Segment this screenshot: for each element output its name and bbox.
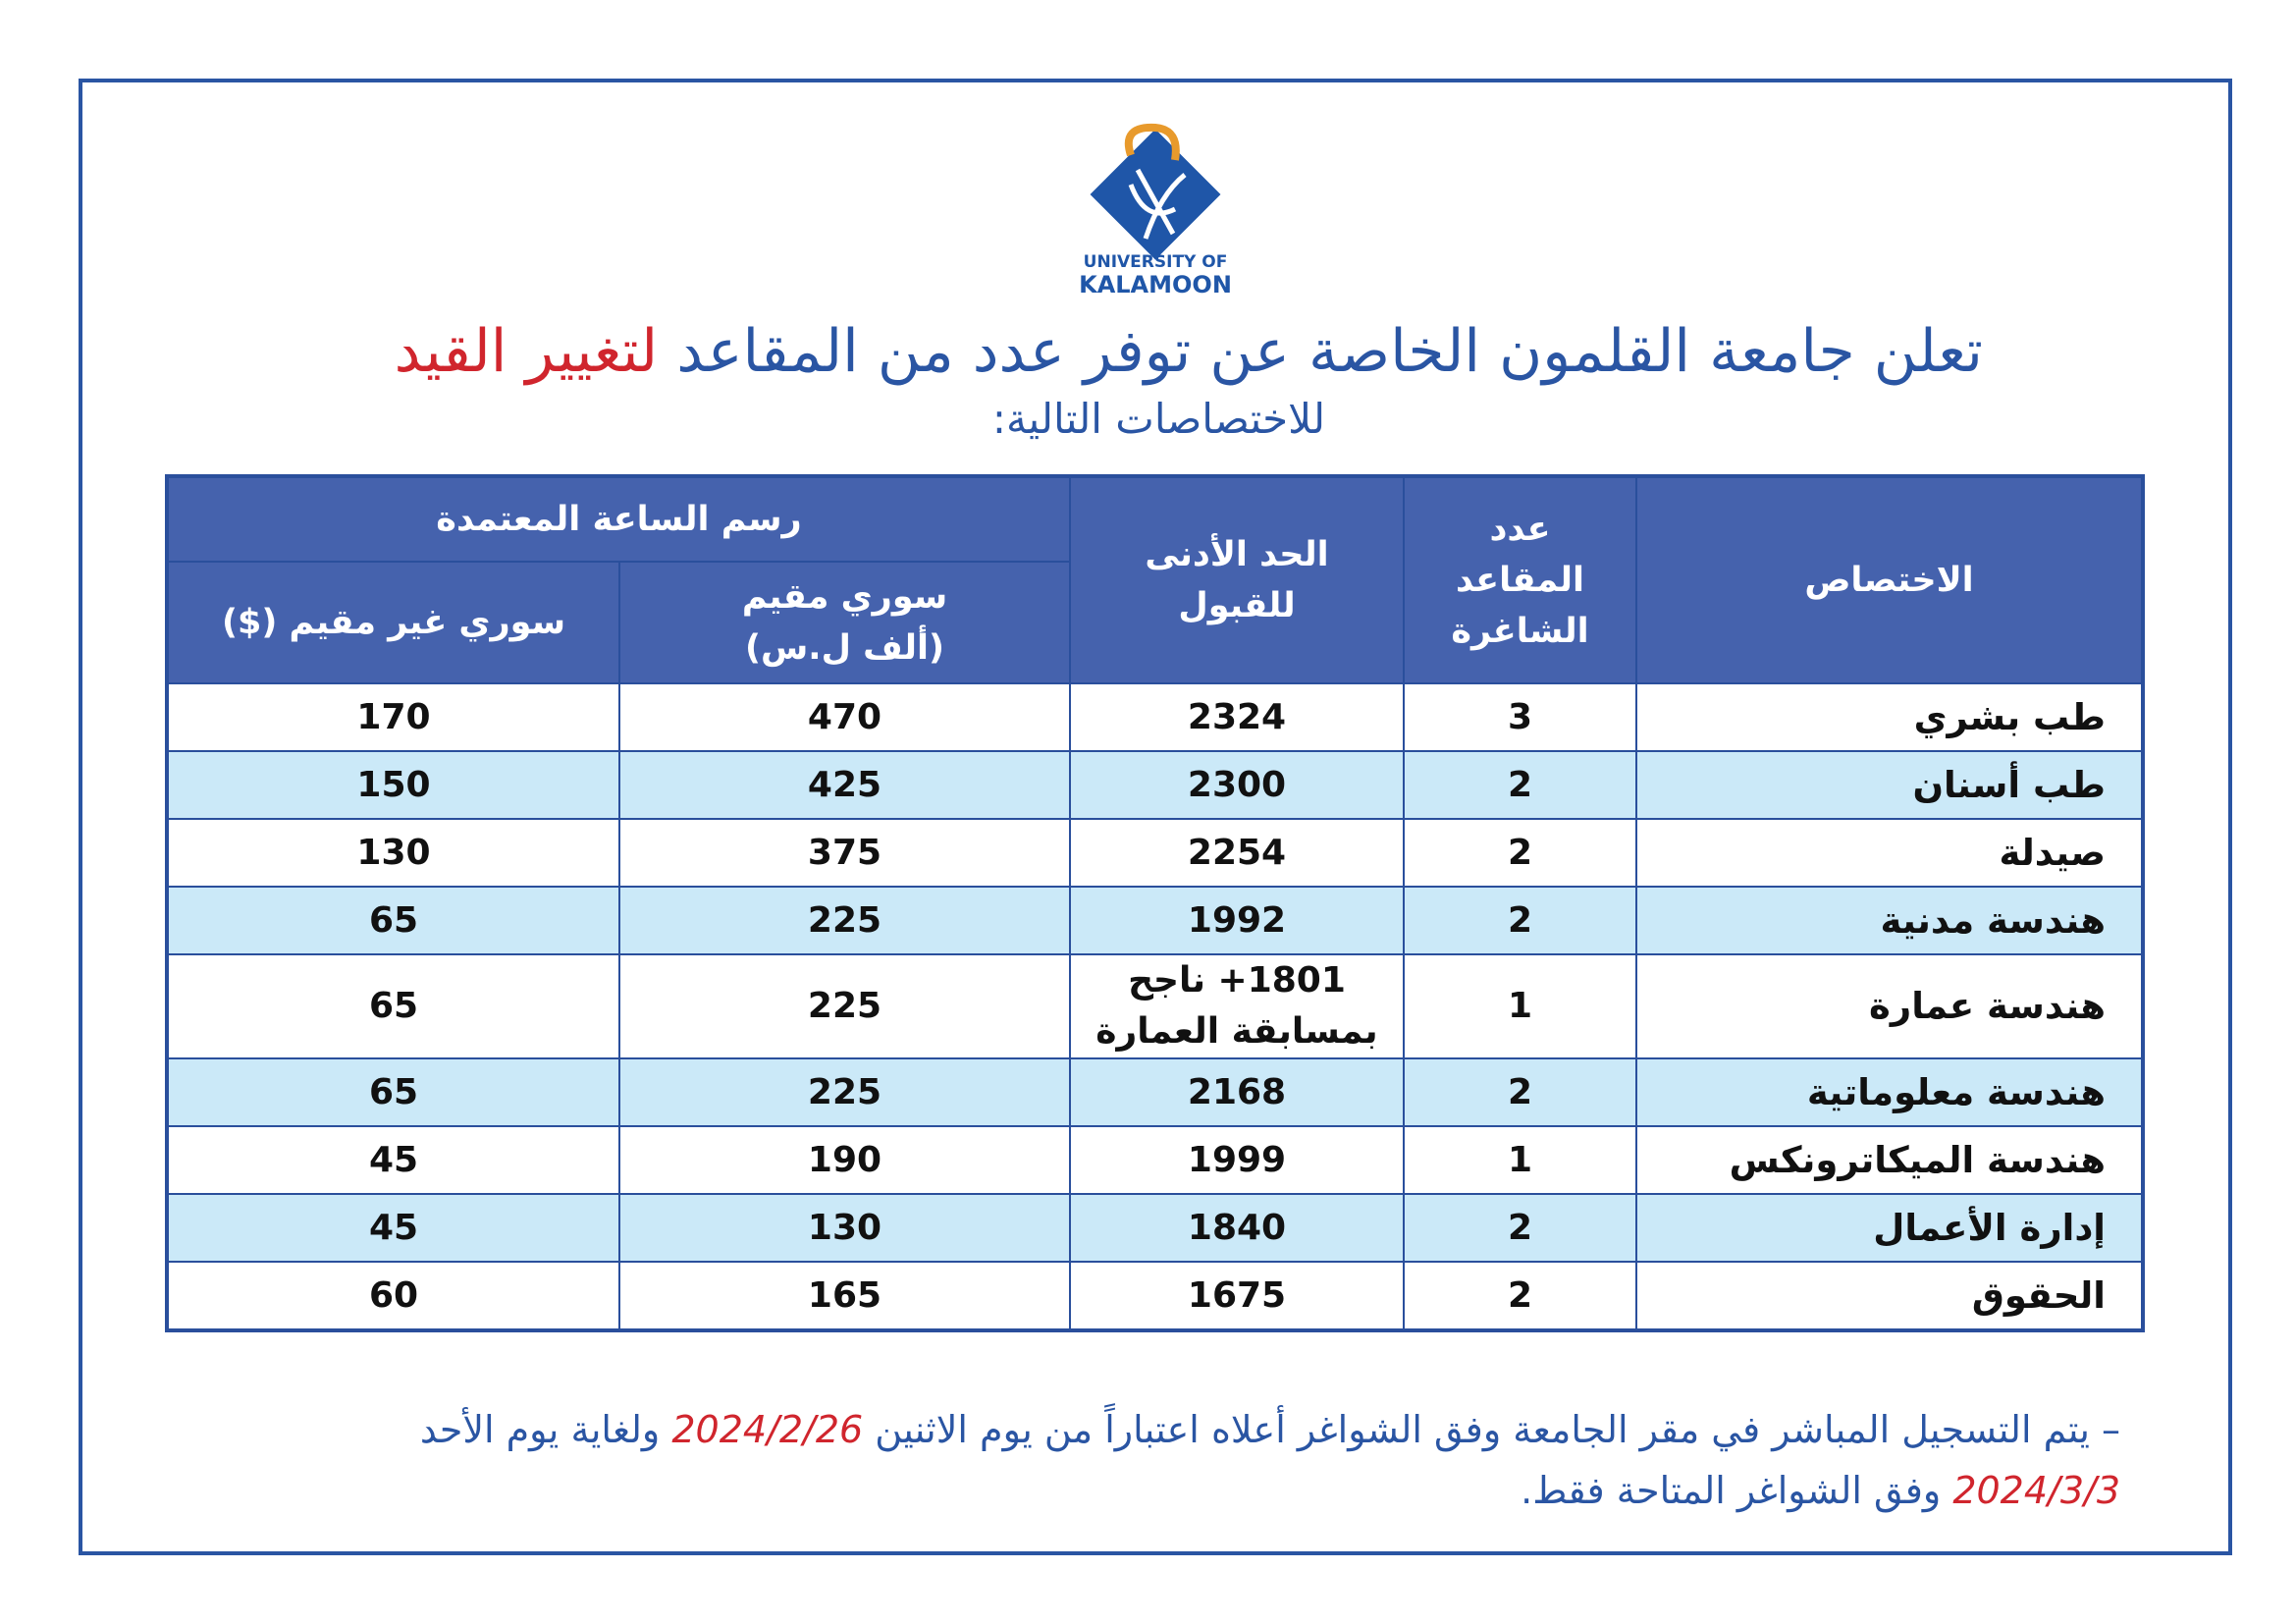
note-text: ولغاية يوم الأحد bbox=[419, 1408, 661, 1451]
value-cell: 2324 bbox=[1069, 682, 1405, 752]
page-frame bbox=[79, 79, 2232, 1555]
subtitle: للاختصاصات التالية: bbox=[991, 395, 1325, 443]
value-cell: 1999 bbox=[1069, 1125, 1405, 1195]
value-cell: 165 bbox=[618, 1261, 1071, 1331]
value-cell: 2168 bbox=[1069, 1057, 1405, 1127]
value-cell: 2254 bbox=[1069, 818, 1405, 888]
note-date: 2024/2/26 bbox=[671, 1408, 864, 1451]
value-cell: 65 bbox=[166, 886, 620, 955]
value-cell: 2300 bbox=[1069, 750, 1405, 820]
table-row: الحقوق 2 1675 165 60 bbox=[166, 1261, 2144, 1331]
value-cell: 60 bbox=[166, 1261, 620, 1331]
specialty-cell: الحقوق bbox=[1635, 1261, 2144, 1331]
note-text: وفق الشواغر المتاحة فقط. bbox=[1521, 1469, 1942, 1512]
value-cell: 130 bbox=[618, 1193, 1071, 1263]
header-cell: رسم الساعة المعتمدة bbox=[166, 475, 1071, 563]
header-cell: عدد المقاعد الشاغرة bbox=[1403, 475, 1637, 684]
specialty-cell: صيدلة bbox=[1635, 818, 2144, 888]
header-cell: الحد الأدنى للقبول bbox=[1069, 475, 1405, 684]
value-cell: 2 bbox=[1403, 1193, 1637, 1263]
specialty-cell: إدارة الأعمال bbox=[1635, 1193, 2144, 1263]
value-cell: 130 bbox=[166, 818, 620, 888]
specialty-cell: هندسة الميكاترونكس bbox=[1635, 1125, 2144, 1195]
value-cell: 2 bbox=[1403, 886, 1637, 955]
value-cell: 3 bbox=[1403, 682, 1637, 752]
value-cell: 2 bbox=[1403, 1261, 1637, 1331]
logo-arc bbox=[1124, 123, 1180, 161]
table-row: هندسة عمارة 1 1801+ ناجح بمسابقة العمارة 22… bbox=[166, 953, 2144, 1059]
value-cell: 1992 bbox=[1069, 886, 1405, 955]
table-row: طب أسنان 2 2300 425 150 bbox=[166, 750, 2144, 820]
table-row: صيدلة 2 2254 375 130 bbox=[166, 818, 2144, 888]
table-row: هندسة الميكاترونكس 1 1999 190 45 bbox=[166, 1125, 2144, 1195]
table-row: إدارة الأعمال 2 1840 130 45 bbox=[166, 1193, 2144, 1263]
header-cell: سوري غير مقيم ($) bbox=[166, 561, 620, 684]
value-cell: 2 bbox=[1403, 750, 1637, 820]
specialty-cell: هندسة مدنية bbox=[1635, 886, 2144, 955]
value-cell: 225 bbox=[618, 886, 1071, 955]
value-cell: 170 bbox=[166, 682, 620, 752]
value-cell: 470 bbox=[618, 682, 1071, 752]
value-cell: 150 bbox=[166, 750, 620, 820]
note-text: – يتم التسجيل المباشر في مقر الجامعة وفق… bbox=[875, 1408, 2120, 1451]
value-cell: 225 bbox=[618, 1057, 1071, 1127]
table-row: هندسة مدنية 2 1992 225 65 bbox=[166, 886, 2144, 955]
title: تعلن جامعة القلمون الخاصة عن توفر عدد من… bbox=[196, 312, 1983, 391]
logo-calligraphy bbox=[1128, 168, 1187, 240]
title-highlight: لتغيير القيد bbox=[394, 317, 659, 386]
logo-line2: KALAMOON bbox=[1079, 271, 1232, 298]
header-cell: سوري مقيم (ألف ل.س) bbox=[618, 561, 1071, 684]
value-cell: 1 bbox=[1403, 1125, 1637, 1195]
table-row: هندسة معلوماتية 2 2168 225 65 bbox=[166, 1057, 2144, 1127]
value-cell: 65 bbox=[166, 953, 620, 1059]
value-cell: 190 bbox=[618, 1125, 1071, 1195]
specialty-cell: هندسة عمارة bbox=[1635, 953, 2144, 1059]
value-cell: 1840 bbox=[1069, 1193, 1405, 1263]
logo-diamond bbox=[1090, 129, 1221, 260]
specialty-cell: طب أسنان bbox=[1635, 750, 2144, 820]
table-row: طب بشري 3 2324 470 170 bbox=[166, 682, 2144, 752]
note-date: 2024/3/3 bbox=[1952, 1469, 2120, 1512]
university-logo: UNIVERSITY OF KALAMOON bbox=[1079, 123, 1232, 298]
value-cell: 425 bbox=[618, 750, 1071, 820]
value-cell: 2 bbox=[1403, 818, 1637, 888]
header-cell: الاختصاص bbox=[1635, 475, 2144, 684]
logo-line1: UNIVERSITY OF bbox=[1084, 252, 1228, 272]
note: – يتم التسجيل المباشر في مقر الجامعة وفق… bbox=[245, 1399, 2120, 1521]
seats-table: الاختصاص عدد المقاعد الشاغرة الحد الأدنى… bbox=[165, 474, 2145, 1332]
specialty-cell: هندسة معلوماتية bbox=[1635, 1057, 2144, 1127]
value-cell: 1675 bbox=[1069, 1261, 1405, 1331]
value-cell: 45 bbox=[166, 1125, 620, 1195]
value-cell: 65 bbox=[166, 1057, 620, 1127]
value-cell: 1 bbox=[1403, 953, 1637, 1059]
value-cell: 2 bbox=[1403, 1057, 1637, 1127]
title-main: تعلن جامعة القلمون الخاصة عن توفر عدد من… bbox=[676, 317, 1983, 386]
table-body: طب بشري 3 2324 470 170 طب أسنان 2 2300 425 150 صيد… bbox=[166, 682, 2144, 1331]
value-cell: 45 bbox=[166, 1193, 620, 1263]
value-cell: 1801+ ناجح بمسابقة العمارة bbox=[1069, 953, 1405, 1059]
specialty-cell: طب بشري bbox=[1635, 682, 2144, 752]
value-cell: 375 bbox=[618, 818, 1071, 888]
value-cell: 225 bbox=[618, 953, 1071, 1059]
